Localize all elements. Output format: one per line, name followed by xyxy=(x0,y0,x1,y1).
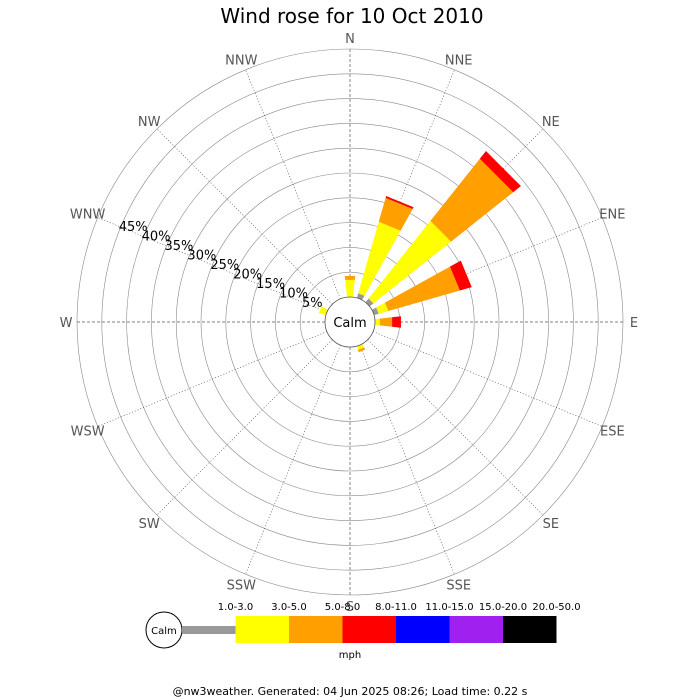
radial-tick-label: 20% xyxy=(233,267,262,282)
bar-segment-nne-3 xyxy=(385,195,414,210)
direction-label-ne: NE xyxy=(542,115,560,130)
direction-label-nnw: NNW xyxy=(225,54,257,69)
grid-ring xyxy=(126,98,574,546)
grid-ring xyxy=(175,147,525,497)
radial-tick-label: 35% xyxy=(165,239,194,254)
grid-ring xyxy=(250,222,450,422)
direction-label-wsw: WSW xyxy=(71,425,105,440)
legend-swatch-1 xyxy=(235,616,289,643)
bar-segment-e-3 xyxy=(392,316,401,328)
legend-unit-label: mph xyxy=(339,650,361,661)
bar-segment-nne-2 xyxy=(378,197,413,231)
bar-segment-sse-2 xyxy=(357,347,366,353)
grid-ring xyxy=(200,172,500,472)
direction-label-e: E xyxy=(630,316,638,331)
grid-ring xyxy=(225,197,475,447)
radial-tick-label: 30% xyxy=(187,248,216,263)
radial-tick-label: 45% xyxy=(119,220,148,235)
direction-label-ene: ENE xyxy=(599,207,625,222)
bar-segment-n-1 xyxy=(345,279,355,298)
radial-tick-label: 25% xyxy=(210,258,239,273)
wind-bars xyxy=(318,151,521,353)
footer-text: @nw3weather. Generated: 04 Jun 2025 08:2… xyxy=(173,685,528,698)
spoke-nnw xyxy=(245,69,341,300)
direction-label-sse: SSE xyxy=(446,578,471,593)
direction-label-se: SE xyxy=(543,517,559,532)
calm-center-label: Calm xyxy=(333,316,366,331)
calm-center-circle xyxy=(324,296,376,348)
legend-bin-label: 11.0-15.0 xyxy=(425,602,473,613)
bar-segment-n-2 xyxy=(344,275,356,280)
direction-labels: N NNE NE ENE E ESE SE SSE S SSW SW WSW W WNW NW NNW xyxy=(60,32,639,615)
bar-segment-e-1 xyxy=(374,318,380,326)
spoke-nw xyxy=(156,128,333,305)
calm-circle: Calm xyxy=(324,296,376,348)
spoke-ssw xyxy=(245,344,341,575)
legend-bin-label: 20.0-50.0 xyxy=(532,602,580,613)
legend-calm-label: Calm xyxy=(151,626,177,637)
radial-tick-label: 10% xyxy=(279,286,308,301)
direction-label-n: N xyxy=(345,32,355,47)
legend-swatch-6 xyxy=(503,616,557,643)
bar-segment-e-2 xyxy=(379,317,393,327)
polar-grid xyxy=(76,48,624,596)
direction-label-nne: NNE xyxy=(445,54,473,69)
radial-tick-labels: 5%10%15%20%25%30%35%40%45% xyxy=(119,220,323,311)
bar-segment-ene-3 xyxy=(449,260,472,291)
direction-label-sw: SW xyxy=(139,517,160,532)
direction-label-w: W xyxy=(60,316,73,331)
bar-segment-ne-3 xyxy=(479,151,521,193)
spoke-ene xyxy=(372,217,603,313)
legend-swatch-3 xyxy=(342,616,396,643)
grid-ring xyxy=(151,123,549,521)
legend-swatch-4 xyxy=(396,616,450,643)
bar-segment-ne-1 xyxy=(368,220,452,304)
radial-tick-label: 40% xyxy=(142,230,171,245)
bar-segment-wnw-1 xyxy=(318,306,329,316)
bar-segment-ene-1 xyxy=(376,302,389,314)
legend-bin-label: 1.0-3.0 xyxy=(218,602,253,613)
legend-bin-label: 8.0-11.0 xyxy=(375,602,417,613)
radial-tick-label: 5% xyxy=(302,296,323,311)
direction-label-s: S xyxy=(346,600,354,615)
direction-label-wnw: WNW xyxy=(70,207,106,222)
bar-segment-ne-2 xyxy=(430,158,514,242)
grid-ring xyxy=(275,247,425,397)
spoke-se xyxy=(367,339,544,516)
speed-legend: Calm 1.0-3.0 3.0-5.0 5.0-8.0 8.0-11.0 11.0-15… xyxy=(145,602,581,661)
direction-label-ssw: SSW xyxy=(227,578,257,593)
chart-title: Wind rose for 10 Oct 2010 xyxy=(220,4,483,28)
spoke-wnw xyxy=(97,217,328,313)
direction-label-nw: NW xyxy=(138,115,161,130)
legend-swatch-5 xyxy=(449,616,503,643)
bar-segment-nne-1 xyxy=(358,221,401,296)
bar-segment-ne-0 xyxy=(365,298,374,307)
bar-segment-ene-2 xyxy=(384,266,460,312)
legend-swatch-0 xyxy=(182,626,236,634)
legend-bin-label: 5.0-8.0 xyxy=(325,602,360,613)
radial-tick-label: 15% xyxy=(256,277,285,292)
legend-bin-label: 3.0-5.0 xyxy=(271,602,306,613)
grid-ring xyxy=(101,73,599,571)
legend-swatch-2 xyxy=(289,616,343,643)
direction-label-ese: ESE xyxy=(600,425,625,440)
legend-bin-label: 15.0-20.0 xyxy=(479,602,527,613)
